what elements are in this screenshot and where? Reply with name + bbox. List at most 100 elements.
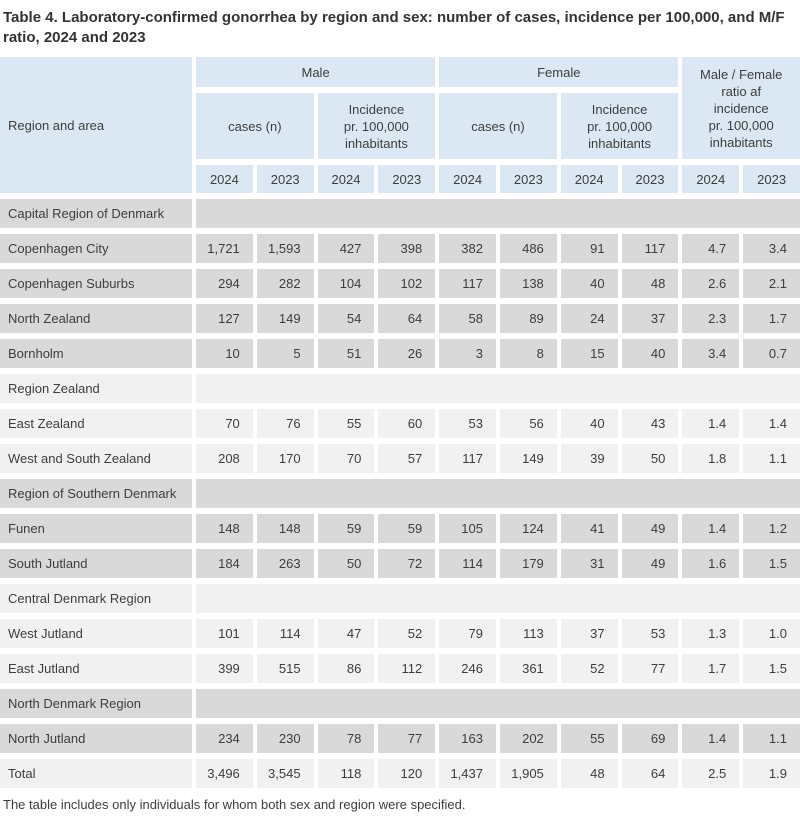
value-cell: 79 <box>439 619 496 648</box>
group-header-mf-ratio: Male / Female ratio af incidence pr. 100… <box>682 57 800 159</box>
value-cell: 40 <box>560 269 618 298</box>
value-cell: 37 <box>560 619 618 648</box>
value-cell: 427 <box>317 234 375 263</box>
row-label: Copenhagen Suburbs <box>0 269 192 298</box>
value-cell: 1,437 <box>439 759 496 788</box>
value-cell: 127 <box>196 304 253 333</box>
value-cell: 52 <box>560 654 618 683</box>
value-cell: 78 <box>317 724 375 753</box>
region-group-band <box>196 479 800 508</box>
value-cell: 118 <box>317 759 375 788</box>
value-cell: 515 <box>256 654 314 683</box>
value-cell: 77 <box>621 654 679 683</box>
value-cell: 43 <box>621 409 679 438</box>
value-cell: 57 <box>378 444 436 473</box>
value-cell: 53 <box>621 619 679 648</box>
value-cell: 91 <box>560 234 618 263</box>
value-cell: 1,593 <box>256 234 314 263</box>
value-cell: 58 <box>439 304 496 333</box>
value-cell: 26 <box>378 339 436 368</box>
value-cell: 1.1 <box>743 444 800 473</box>
row-label: North Zealand <box>0 304 192 333</box>
row-label: East Jutland <box>0 654 192 683</box>
value-cell: 1.6 <box>682 549 740 578</box>
value-cell: 148 <box>196 514 253 543</box>
value-cell: 49 <box>621 514 679 543</box>
value-cell: 55 <box>560 724 618 753</box>
value-cell: 263 <box>256 549 314 578</box>
year-header: 2023 <box>256 165 314 193</box>
value-cell: 15 <box>560 339 618 368</box>
value-cell: 282 <box>256 269 314 298</box>
value-cell: 40 <box>560 409 618 438</box>
value-cell: 138 <box>499 269 557 298</box>
value-cell: 0.7 <box>743 339 800 368</box>
value-cell: 2.6 <box>682 269 740 298</box>
value-cell: 101 <box>196 619 253 648</box>
value-cell: 24 <box>560 304 618 333</box>
year-header: 2024 <box>682 165 740 193</box>
value-cell: 48 <box>560 759 618 788</box>
value-cell: 117 <box>439 269 496 298</box>
value-cell: 149 <box>256 304 314 333</box>
value-cell: 39 <box>560 444 618 473</box>
data-table: Region and area Male Female Male / Female r… <box>0 57 800 788</box>
subheader-female-cases: cases (n) <box>439 93 557 159</box>
value-cell: 3.4 <box>682 339 740 368</box>
value-cell: 70 <box>317 444 375 473</box>
region-group-label: Region of Southern Denmark <box>0 479 192 508</box>
value-cell: 361 <box>499 654 557 683</box>
table-title: Table 4. Laboratory-confirmed gonorrhea … <box>3 9 785 46</box>
value-cell: 40 <box>621 339 679 368</box>
row-label: Bornholm <box>0 339 192 368</box>
value-cell: 1.4 <box>682 514 740 543</box>
year-header: 2024 <box>439 165 496 193</box>
value-cell: 1.4 <box>682 409 740 438</box>
year-header: 2024 <box>196 165 253 193</box>
value-cell: 54 <box>317 304 375 333</box>
value-cell: 50 <box>621 444 679 473</box>
subheader-male-cases: cases (n) <box>196 93 314 159</box>
value-cell: 104 <box>317 269 375 298</box>
value-cell: 2.3 <box>682 304 740 333</box>
value-cell: 1.9 <box>743 759 800 788</box>
value-cell: 47 <box>317 619 375 648</box>
value-cell: 399 <box>196 654 253 683</box>
value-cell: 69 <box>621 724 679 753</box>
value-cell: 114 <box>439 549 496 578</box>
region-group-band <box>196 199 800 228</box>
region-group-band <box>196 374 800 403</box>
value-cell: 102 <box>378 269 436 298</box>
year-header: 2023 <box>743 165 800 193</box>
value-cell: 117 <box>439 444 496 473</box>
row-label: South Jutland <box>0 549 192 578</box>
value-cell: 202 <box>499 724 557 753</box>
year-header: 2023 <box>378 165 436 193</box>
region-group-label: North Denmark Region <box>0 689 192 718</box>
value-cell: 294 <box>196 269 253 298</box>
value-cell: 398 <box>378 234 436 263</box>
value-cell: 49 <box>621 549 679 578</box>
value-cell: 1.3 <box>682 619 740 648</box>
value-cell: 1.4 <box>743 409 800 438</box>
value-cell: 163 <box>439 724 496 753</box>
value-cell: 105 <box>439 514 496 543</box>
value-cell: 10 <box>196 339 253 368</box>
value-cell: 56 <box>499 409 557 438</box>
value-cell: 1,721 <box>196 234 253 263</box>
value-cell: 8 <box>499 339 557 368</box>
value-cell: 3.4 <box>743 234 800 263</box>
value-cell: 2.1 <box>743 269 800 298</box>
value-cell: 1.7 <box>743 304 800 333</box>
value-cell: 120 <box>378 759 436 788</box>
year-header: 2024 <box>317 165 375 193</box>
value-cell: 170 <box>256 444 314 473</box>
row-label: North Jutland <box>0 724 192 753</box>
value-cell: 179 <box>499 549 557 578</box>
value-cell: 77 <box>378 724 436 753</box>
value-cell: 230 <box>256 724 314 753</box>
value-cell: 48 <box>621 269 679 298</box>
value-cell: 51 <box>317 339 375 368</box>
value-cell: 1.2 <box>743 514 800 543</box>
